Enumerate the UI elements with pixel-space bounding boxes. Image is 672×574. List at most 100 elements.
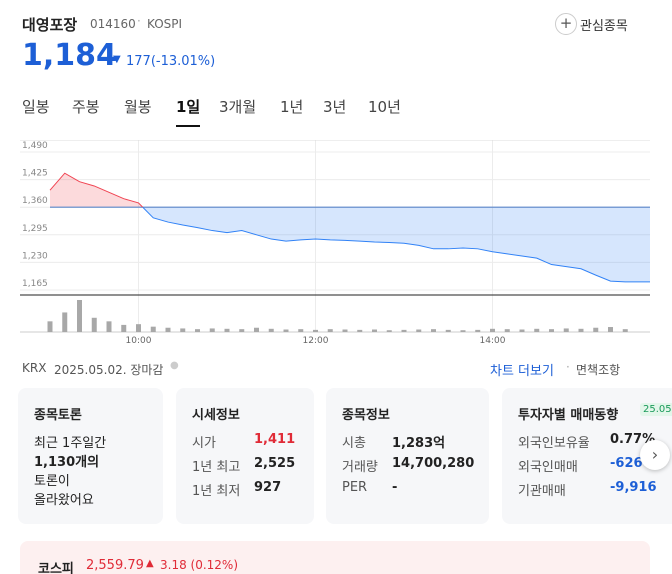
volume-bar: [445, 329, 451, 332]
volume-bar: [519, 329, 525, 332]
volume-bar: [268, 328, 274, 332]
row-label: 시총: [342, 436, 366, 451]
card-badge: 25.05.: [640, 403, 672, 416]
stock-code: 014160: [90, 17, 136, 31]
period-tab[interactable]: 일봉: [22, 98, 50, 116]
volume-bar: [209, 328, 215, 332]
chart: 1,165 1,230 1,295 1,360 1,425 1,490 10:00 12:00…: [20, 140, 650, 346]
volume-bar: [401, 329, 407, 332]
volume-bar: [534, 328, 540, 332]
plus-icon[interactable]: +: [555, 13, 577, 35]
card-title: 종목정보: [342, 408, 390, 423]
volume-bar: [357, 329, 363, 332]
volume-bar: [239, 329, 245, 332]
status-dot: ●: [170, 360, 179, 371]
disclaimer[interactable]: 면책조항: [576, 363, 621, 377]
row-value: -626: [610, 456, 643, 471]
volume-bar: [460, 330, 466, 332]
period-tab[interactable]: 3개월: [219, 98, 257, 116]
info-card[interactable]: 투자자별 매매동향 25.05. 외국인보유율 0.77% 외국인매매 -626 기관매매 -…: [502, 388, 672, 524]
volume-bar: [91, 317, 97, 332]
volume-bar: [121, 324, 127, 332]
volume-bar: [372, 329, 377, 332]
volume-bar: [416, 329, 422, 332]
row-label: 기관매매: [518, 484, 566, 499]
price-change: 177(-13.01%): [126, 54, 216, 69]
area-down: [50, 207, 650, 282]
card-text: 토론이: [34, 474, 70, 489]
volume-bar: [622, 329, 628, 332]
separator: ·: [566, 360, 570, 374]
y-tick-label: 1,425: [22, 169, 48, 179]
x-tick-label: 12:00: [303, 336, 329, 346]
volume-bar: [431, 329, 436, 332]
period-tab[interactable]: 3년: [323, 98, 347, 116]
volume-bar: [563, 328, 569, 332]
period-tab[interactable]: 10년: [368, 98, 401, 116]
period-tab[interactable]: 1년: [280, 98, 304, 116]
row-value: 1,283억: [392, 436, 446, 451]
volume-bar: [180, 328, 186, 332]
period-tab[interactable]: 1일: [176, 96, 201, 127]
row-label: 시가: [192, 436, 216, 451]
card-text: 최근 1주일간: [34, 436, 107, 451]
volume-bar: [578, 328, 584, 332]
row-value: 1,411: [254, 432, 296, 447]
volume-bar: [504, 329, 510, 332]
date: 2025.05.02. 장마감: [54, 363, 164, 377]
row-label: 외국인매매: [518, 460, 578, 475]
card-title: 시세정보: [192, 408, 240, 423]
row-label: PER: [342, 480, 368, 495]
volume-bar: [475, 329, 481, 332]
card-text: 1,130개의: [34, 455, 100, 470]
row-label: 거래량: [342, 460, 378, 475]
volume-bar: [62, 312, 68, 332]
volume-bar: [342, 329, 348, 332]
volume-bar: [298, 329, 304, 332]
volume-bar: [136, 324, 141, 332]
row-value: -: [392, 480, 398, 495]
info-card[interactable]: 시세정보 시가 1,411 1년 최고 2,525 1년 최저 927: [176, 388, 314, 524]
watch-button[interactable]: 관심종목: [580, 19, 628, 34]
volume-bar: [47, 321, 53, 332]
volume-bar: [165, 327, 171, 332]
info-card[interactable]: 종목토론 최근 1주일간 1,130개의 토론이 올라왔어요: [18, 388, 163, 524]
index-name: 코스피: [38, 562, 74, 574]
volume-bar: [224, 328, 230, 332]
volume-bar: [490, 328, 495, 332]
card-title: 투자자별 매매동향: [518, 408, 619, 423]
period-tab[interactable]: 주봉: [72, 98, 100, 116]
volume-bar: [106, 321, 112, 332]
volume-bar: [150, 326, 156, 332]
next-button[interactable]: ›: [640, 440, 670, 470]
row-value: -9,916: [610, 480, 657, 495]
y-tick-label: 1,490: [22, 141, 48, 151]
price: 1,184: [22, 38, 117, 73]
down-arrow: ▼: [113, 54, 121, 65]
period-tab[interactable]: 월봉: [124, 98, 152, 116]
row-value: 927: [254, 480, 282, 495]
y-tick-label: 1,230: [22, 251, 48, 261]
price-line-down: [142, 207, 650, 283]
index-value: 2,559.79: [86, 558, 144, 573]
row-label: 외국인보유율: [518, 436, 590, 451]
x-tick-label: 10:00: [126, 336, 152, 346]
y-tick-label: 1,165: [22, 279, 48, 289]
row-label: 1년 최저: [192, 484, 241, 499]
card-title: 종목토론: [34, 408, 82, 423]
volume-bar: [386, 330, 392, 332]
volume-bar: [327, 329, 333, 332]
volume-bar: [283, 329, 289, 332]
row-label: 1년 최고: [192, 460, 241, 475]
volume-bar: [313, 329, 318, 332]
chart-more[interactable]: 차트 더보기: [490, 364, 554, 379]
volume-bar: [77, 300, 82, 332]
row-value: 14,700,280: [392, 456, 475, 471]
y-tick-label: 1,295: [22, 224, 48, 234]
volume-bar: [608, 327, 613, 332]
stock-name: 대영포장: [22, 16, 78, 34]
volume-bar: [254, 327, 259, 332]
up-arrow: ▲: [146, 558, 154, 569]
